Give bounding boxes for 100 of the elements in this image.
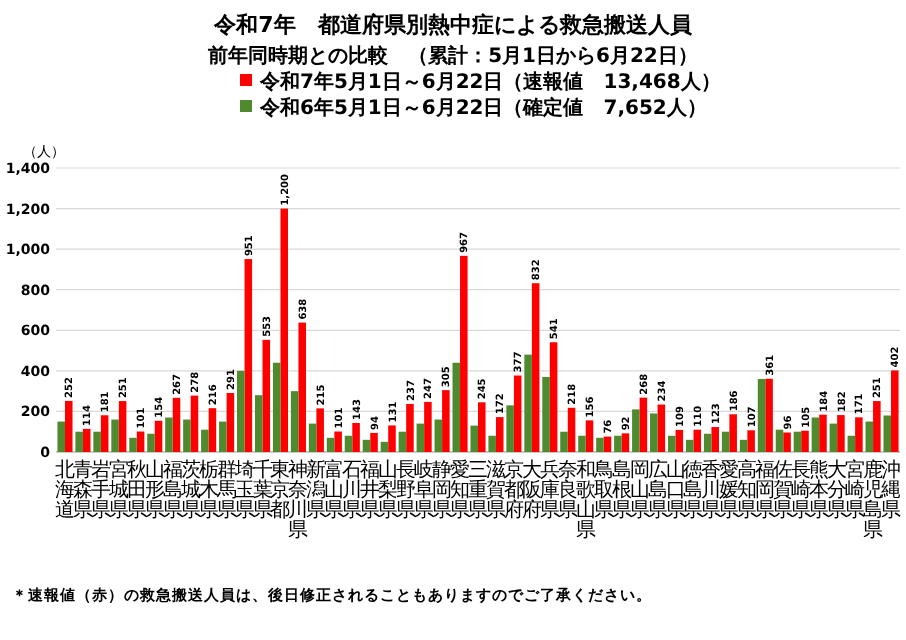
bar (793, 431, 802, 452)
bar (531, 283, 540, 452)
bar (685, 439, 694, 452)
bar (208, 408, 217, 452)
x-tick-label: 熊本県 (809, 458, 830, 522)
x-tick-label: 石川県 (342, 460, 363, 522)
x-tick-label: 高知県 (737, 458, 758, 522)
bar (442, 390, 450, 452)
bar (675, 429, 684, 452)
bar (596, 437, 604, 452)
x-tick-label: 香川県 (701, 458, 722, 522)
bar (855, 417, 863, 452)
bar (290, 391, 299, 452)
bar (470, 425, 478, 452)
bar (460, 255, 468, 452)
bar (657, 404, 666, 452)
x-tick-label: 京都府 (503, 458, 524, 522)
x-tick-label: 山梨県 (378, 458, 399, 522)
bar (219, 421, 227, 452)
bar (703, 433, 712, 452)
bar (837, 415, 845, 452)
x-tick-label: 愛媛県 (719, 458, 740, 522)
x-tick-label: 秋田県 (126, 458, 147, 522)
bar (352, 422, 360, 452)
bar (873, 401, 881, 452)
bar (362, 439, 371, 452)
bar (452, 362, 461, 452)
bar (262, 339, 271, 452)
bar (847, 435, 856, 452)
x-tick-label: 奈良県 (557, 460, 578, 522)
bar (865, 421, 874, 452)
bar (64, 400, 73, 452)
bar (154, 420, 163, 452)
x-tick-label: 岩手県 (90, 458, 111, 522)
bar (729, 414, 737, 452)
bar (334, 431, 342, 452)
x-tick-label: 北海道 (54, 458, 75, 522)
bar (344, 435, 353, 452)
x-tick-label: 大阪府 (521, 458, 542, 522)
x-tick-label: 岡山県 (629, 460, 650, 522)
bar (406, 403, 414, 452)
x-tick-label: 長野県 (396, 460, 417, 522)
bar (388, 425, 396, 452)
x-tick-label: 富山県 (324, 458, 345, 522)
bar (380, 441, 389, 452)
bar (757, 378, 766, 452)
bar (280, 208, 289, 452)
x-tick-label: 福島県 (162, 458, 183, 522)
bar (136, 431, 145, 452)
bar (614, 435, 622, 452)
bar (891, 370, 899, 452)
bar (560, 431, 568, 452)
legend-label: 令和7年5月1日～6月22日（速報値 13,468人） (258, 70, 721, 94)
bar (621, 433, 630, 452)
bar (183, 419, 191, 452)
bar (111, 419, 119, 452)
bar (434, 419, 443, 452)
x-tick-label: 兵庫県 (539, 458, 560, 522)
bar (667, 435, 676, 452)
x-tick-label: 愛知県 (450, 458, 471, 522)
x-tick-label: 福岡県 (755, 458, 776, 522)
x-tick-label: 宮崎県 (845, 458, 866, 522)
bar (118, 401, 127, 452)
bar (650, 413, 658, 452)
bar (100, 415, 109, 452)
bar (226, 392, 235, 452)
bar (254, 395, 263, 452)
x-tick-label: 神奈川県 (288, 458, 309, 542)
x-tick-label: 島根県 (611, 458, 632, 522)
bar (398, 431, 407, 452)
x-tick-label: 徳島県 (683, 460, 704, 522)
bar (639, 397, 648, 452)
bar (75, 431, 83, 452)
bar (711, 427, 719, 452)
bar (316, 408, 324, 452)
x-tick-label: 佐賀県 (773, 460, 794, 522)
bar (524, 354, 532, 452)
bar (603, 436, 612, 452)
x-tick-label: 長崎県 (791, 460, 812, 522)
x-tick-label: 鹿児島県 (863, 458, 884, 542)
bar (585, 420, 594, 452)
bar (783, 432, 791, 452)
x-tick-label: 沖縄県 (879, 458, 902, 522)
bar (811, 417, 820, 452)
x-tick-label: 三重県 (468, 460, 488, 522)
bar (172, 397, 181, 452)
bar (578, 435, 586, 452)
bar (801, 430, 809, 452)
bar (190, 395, 199, 452)
bar (549, 342, 558, 452)
bar (567, 407, 576, 452)
x-tick-label: 和歌山県 (575, 458, 596, 542)
bar (244, 259, 253, 452)
x-tick-label: 新潟県 (306, 458, 327, 522)
bar (201, 429, 209, 452)
bar (416, 423, 425, 452)
bar (308, 423, 317, 452)
bar (424, 401, 432, 452)
bar (721, 431, 730, 452)
chart-title: 令和7年 都道府県別熱中症による救急搬送人員 (212, 12, 694, 38)
